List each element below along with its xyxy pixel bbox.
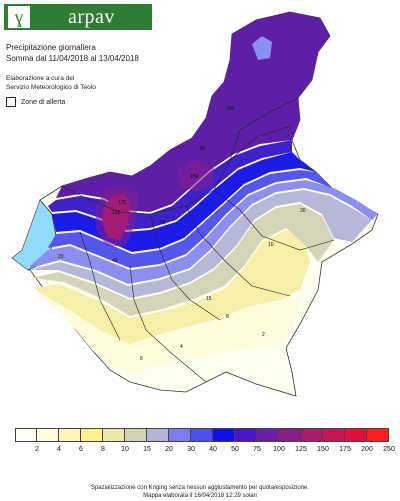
scale-cell — [15, 428, 37, 442]
scale-cell — [301, 428, 323, 442]
footer-line-1: Spazializzazione con Kriging senza nessu… — [90, 485, 310, 491]
scale-cell — [169, 428, 191, 442]
scale-cell — [81, 428, 103, 442]
scale-tick-label: 4 — [57, 446, 61, 453]
contour-label: 150 — [190, 174, 199, 180]
scale-cell — [367, 428, 389, 442]
contour-label: 15 — [206, 296, 212, 302]
scale-cell — [59, 428, 81, 442]
scale-tick-label: 10 — [121, 446, 129, 453]
zone-high-core — [96, 186, 138, 246]
zone-alert-toggle[interactable]: Zone di allerta — [6, 97, 65, 107]
scale-cell — [279, 428, 301, 442]
scale-cell — [103, 428, 125, 442]
scale-tick-label: 20 — [165, 446, 173, 453]
zone-yellow — [34, 230, 310, 344]
zone-lowish — [30, 190, 372, 298]
zone-mid-low — [48, 170, 332, 268]
scale-ticks: 2 4 6 8 10 15 20 30 40 50 75 100 125 150 175 200 250 — [15, 446, 395, 458]
credit-text: Elaborazione a cura del Servizio Meteoro… — [6, 74, 96, 92]
credit-line-1: Elaborazione a cura del — [6, 75, 75, 82]
credit-line-2: Servizio Meteorologico di Teolo — [6, 84, 96, 91]
arpav-logo: ɣ arpav — [4, 4, 152, 30]
contour-label: 8 — [226, 314, 229, 320]
contour-label: 60 — [160, 220, 166, 226]
logo-text: arpav — [68, 5, 115, 28]
contour-label: 80 — [200, 146, 206, 152]
zone-alert-checkbox[interactable] — [6, 97, 16, 107]
footer-note: Spazializzazione con Kriging senza nessu… — [0, 484, 400, 500]
contour-label: 6 — [140, 356, 143, 362]
title-line-2: Somma dal 11/04/2018 al 13/04/2018 — [6, 54, 139, 63]
scale-cell — [37, 428, 59, 442]
contour-label: 2 — [262, 332, 265, 338]
scale-tick-label: 250 — [383, 446, 395, 453]
scale-cell — [191, 428, 213, 442]
zone-high — [56, 12, 330, 212]
contour-label: 100 — [226, 106, 235, 112]
scale-tick-label: 100 — [273, 446, 285, 453]
scale-tick-label: 150 — [317, 446, 329, 453]
scale-tick-label: 125 — [295, 446, 307, 453]
color-scale — [15, 428, 389, 442]
scale-cell — [147, 428, 169, 442]
scale-tick-label: 6 — [79, 446, 83, 453]
contour-label: 125 — [112, 210, 121, 216]
zone-high-core-east — [178, 160, 214, 192]
scale-tick-label: 75 — [253, 446, 261, 453]
zone-light-spot — [252, 36, 272, 60]
scale-tick-label: 30 — [187, 446, 195, 453]
scale-tick-label: 175 — [339, 446, 351, 453]
scale-cell — [235, 428, 257, 442]
scale-tick-label: 2 — [35, 446, 39, 453]
scale-cell — [125, 428, 147, 442]
scale-cell — [323, 428, 345, 442]
contour-label: 40 — [112, 258, 118, 264]
contour-label: 10 — [268, 242, 274, 248]
arpav-logo-icon: ɣ — [8, 6, 30, 28]
scale-cell — [213, 428, 235, 442]
scale-cell — [345, 428, 367, 442]
scale-tick-label: 8 — [101, 446, 105, 453]
title-line-1: Precipitazione giornaliera — [6, 43, 96, 52]
scale-cell — [257, 428, 279, 442]
zone-mid — [52, 152, 316, 252]
scale-tick-label: 50 — [231, 446, 239, 453]
zone-alert-label: Zone di allerta — [21, 98, 66, 106]
contour-label: 175 — [118, 200, 127, 206]
contour-label: 20 — [58, 254, 64, 260]
contour-label-group: 20 40 60 80 100 125 150 175 30 15 10 8 6… — [58, 106, 306, 362]
map-title: Precipitazione giornaliera Somma dal 11/… — [6, 42, 139, 64]
contour-label: 4 — [180, 344, 183, 350]
contour-label: 30 — [300, 208, 306, 214]
scale-tick-label: 15 — [143, 446, 151, 453]
footer-line-2: Mappa elaborata il 16/04/2018 12:29 sola… — [143, 493, 257, 499]
boundary-lines — [61, 97, 335, 383]
scale-tick-label: 200 — [361, 446, 373, 453]
scale-tick-label: 40 — [209, 446, 217, 453]
